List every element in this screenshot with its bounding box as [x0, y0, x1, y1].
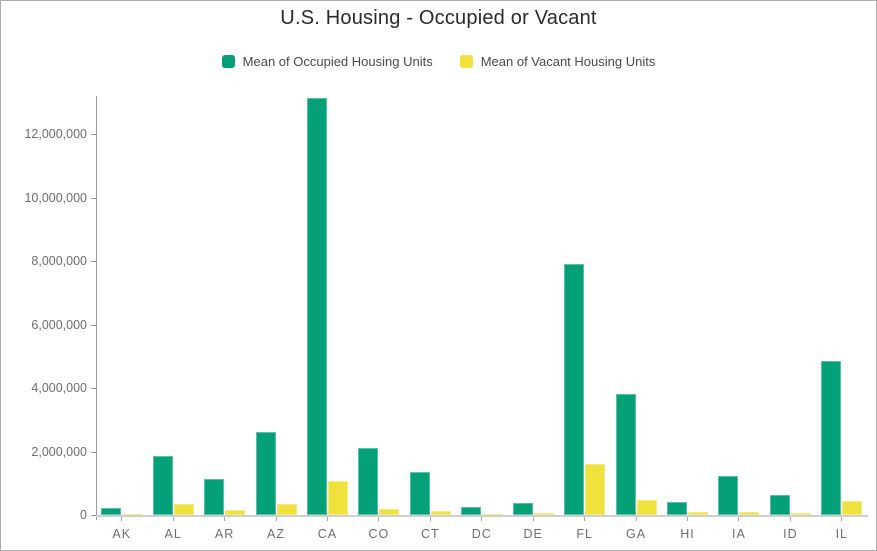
x-axis-label-de: DE	[523, 527, 543, 541]
legend-label: Mean of Occupied Housing Units	[242, 54, 433, 69]
bar-dc-occupied[interactable]	[461, 507, 482, 515]
bar-dc-vacant[interactable]	[482, 514, 503, 515]
y-axis-tick-label: 4,000,000	[31, 381, 87, 396]
bar-il-vacant[interactable]	[842, 501, 863, 515]
legend-item-vacant[interactable]: Mean of Vacant Housing Units	[459, 54, 656, 69]
y-axis-tick	[91, 324, 96, 326]
y-axis-tick-label: 0	[80, 508, 87, 522]
bar-ga-occupied[interactable]	[615, 394, 636, 515]
x-axis-tick	[429, 516, 431, 521]
bar-fl-occupied[interactable]	[564, 263, 585, 515]
bar-hi-occupied[interactable]	[666, 501, 687, 515]
x-axis-label-ca: CA	[317, 527, 338, 541]
bar-al-occupied[interactable]	[152, 455, 173, 515]
legend-label: Mean of Vacant Housing Units	[480, 54, 656, 69]
x-axis-label-ct: CT	[420, 527, 440, 541]
y-axis-line	[96, 96, 97, 520]
bar-ar-vacant[interactable]	[225, 510, 246, 515]
bar-co-occupied[interactable]	[358, 448, 379, 515]
x-axis-tick	[326, 516, 328, 521]
x-axis-label-al: AL	[164, 527, 182, 541]
chart-title: U.S. Housing - Occupied or Vacant	[280, 7, 597, 29]
bar-co-vacant[interactable]	[379, 508, 400, 515]
bar-ak-vacant[interactable]	[122, 513, 143, 515]
bar-az-vacant[interactable]	[276, 503, 297, 515]
y-axis-tick-label: 6,000,000	[31, 317, 87, 332]
bar-ar-occupied[interactable]	[204, 479, 225, 515]
y-axis-tick	[91, 134, 96, 136]
x-axis-tick	[841, 516, 843, 521]
x-axis-tick	[275, 516, 277, 521]
bar-il-occupied[interactable]	[821, 361, 842, 515]
bar-ia-occupied[interactable]	[718, 475, 739, 515]
x-axis-tick	[481, 516, 483, 521]
x-axis-label-ar: AR	[214, 527, 235, 541]
bar-hi-vacant[interactable]	[687, 512, 708, 515]
y-axis-tick-label: 8,000,000	[31, 254, 87, 269]
x-axis-tick	[789, 516, 791, 521]
x-axis-tick	[635, 516, 637, 521]
y-axis-tick-label: 12,000,000	[24, 127, 87, 142]
bar-de-occupied[interactable]	[512, 503, 533, 515]
bar-id-occupied[interactable]	[769, 495, 790, 515]
x-axis-label-id: ID	[783, 527, 798, 541]
x-axis-label-il: IL	[835, 527, 848, 541]
x-axis-tick	[172, 516, 174, 521]
bar-al-vacant[interactable]	[173, 503, 194, 515]
x-axis-label-ga: GA	[626, 527, 647, 541]
legend-swatch-icon	[221, 55, 235, 68]
x-axis-label-hi: HI	[680, 527, 695, 541]
x-axis-label-ia: IA	[732, 527, 746, 541]
bar-ia-vacant[interactable]	[739, 511, 760, 515]
bar-fl-vacant[interactable]	[585, 464, 606, 515]
x-axis-label-fl: FL	[576, 527, 593, 541]
x-axis-label-az: AZ	[267, 527, 285, 541]
x-axis-tick	[378, 516, 380, 521]
x-axis-label-co: CO	[368, 527, 390, 541]
y-axis-tick-label: 10,000,000	[24, 190, 87, 205]
x-axis-tick	[121, 516, 123, 521]
x-axis-tick	[686, 516, 688, 521]
bar-ct-vacant[interactable]	[430, 510, 451, 515]
bar-ct-occupied[interactable]	[409, 472, 430, 515]
x-axis-label-dc: DC	[471, 527, 492, 541]
y-axis-tick	[91, 261, 96, 263]
x-axis-tick	[584, 516, 586, 521]
x-axis-label-ak: AK	[112, 527, 132, 541]
legend-item-occupied[interactable]: Mean of Occupied Housing Units	[221, 54, 433, 69]
y-axis-tick	[91, 197, 96, 199]
x-axis-baseline	[96, 514, 868, 517]
bar-ga-vacant[interactable]	[636, 500, 657, 515]
bar-id-vacant[interactable]	[790, 512, 811, 515]
y-axis-tick	[91, 515, 96, 516]
x-axis-tick	[738, 516, 740, 521]
legend-swatch-icon	[459, 55, 473, 68]
bar-ca-occupied[interactable]	[306, 97, 327, 515]
y-axis-tick	[91, 451, 96, 453]
y-axis-tick	[91, 388, 96, 390]
bar-az-occupied[interactable]	[255, 432, 276, 515]
bar-de-vacant[interactable]	[533, 512, 554, 515]
x-axis-tick	[532, 516, 534, 521]
legend: Mean of Occupied Housing Units Mean of Va…	[1, 54, 876, 69]
y-axis-tick-label: 2,000,000	[31, 444, 87, 459]
x-axis-tick	[224, 516, 226, 521]
bar-ak-occupied[interactable]	[101, 508, 122, 515]
bar-ca-vacant[interactable]	[327, 481, 348, 515]
